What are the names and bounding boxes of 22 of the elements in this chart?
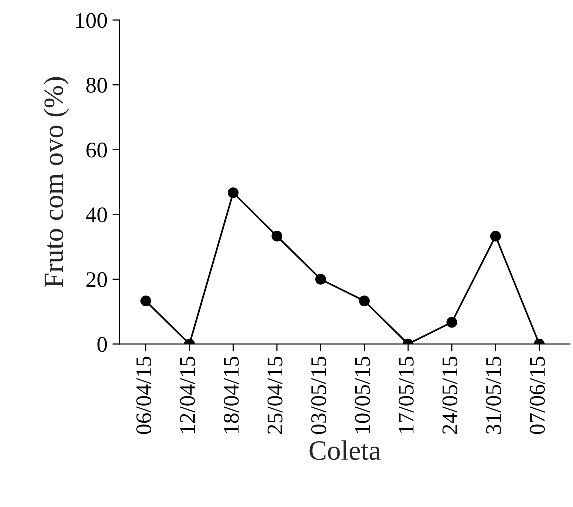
y-tick-label: 20 [86, 272, 108, 288]
x-tick-label: 24/05/15 [442, 356, 458, 434]
x-tick-label: 03/05/15 [311, 356, 326, 434]
x-tick-label: 17/05/15 [398, 356, 414, 434]
y-axis-title: Fruto com ovo (%) [44, 77, 70, 288]
y-tick-label: 100 [76, 13, 108, 28]
x-tick-label: 07/06/15 [530, 356, 546, 434]
point [490, 230, 502, 242]
point [272, 230, 283, 242]
x-tick-label: 25/04/15 [268, 356, 283, 434]
x-tick-label: 31/05/15 [486, 356, 502, 434]
y-tick-label: 80 [86, 78, 108, 94]
x-tick-label: 10/05/15 [355, 356, 370, 434]
point [228, 188, 239, 198]
x-tick-label: 06/04/15 [136, 356, 152, 434]
y-tick-label: 0 [98, 337, 108, 352]
y-tick-label: 40 [86, 208, 108, 223]
y-tick-label: 60 [86, 142, 108, 158]
x-tick-label: 18/04/15 [224, 356, 240, 434]
x-tick-label: 12/04/15 [180, 356, 196, 434]
point [316, 274, 326, 285]
x-axis-title: Coleta [310, 440, 381, 460]
